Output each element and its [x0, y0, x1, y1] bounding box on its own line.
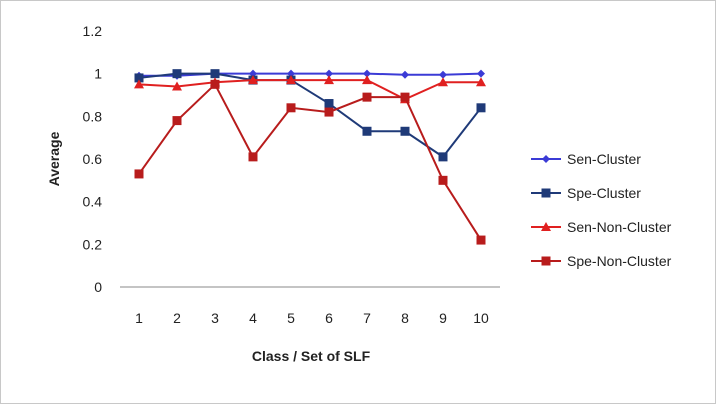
data-point: [438, 77, 448, 87]
data-point: [438, 175, 448, 185]
y-tick-label: 1.2: [83, 23, 103, 39]
legend-marker: [542, 155, 550, 163]
data-point: [438, 152, 448, 162]
x-tick-label: 4: [249, 310, 257, 326]
data-point: [400, 126, 410, 136]
data-point: [324, 99, 334, 109]
x-axis-title: Class / Set of SLF: [252, 348, 371, 364]
data-point: [286, 75, 296, 85]
data-point: [324, 75, 334, 85]
x-tick-label: 10: [473, 310, 489, 326]
x-tick-label: 5: [287, 310, 295, 326]
series-sen-cluster: [135, 69, 485, 80]
data-point: [400, 92, 410, 102]
data-point: [210, 69, 220, 79]
data-point: [362, 92, 372, 102]
data-point: [172, 69, 182, 79]
data-point: [476, 103, 486, 113]
series-spe-cluster: [134, 69, 486, 162]
data-point: [401, 70, 409, 79]
series-line: [139, 72, 482, 77]
series-line: [138, 72, 482, 159]
data-point: [362, 75, 372, 85]
x-tick-label: 7: [363, 310, 371, 326]
legend-marker: [541, 222, 551, 231]
data-point: [172, 116, 182, 126]
y-axis-title: Average: [46, 131, 62, 186]
data-point: [439, 70, 447, 79]
x-tick-label: 6: [325, 310, 333, 326]
legend-marker: [541, 256, 551, 266]
data-point: [134, 169, 144, 179]
legend-entry: Spe-Non-Cluster: [531, 253, 672, 269]
data-point: [477, 69, 485, 78]
data-point: [324, 107, 334, 117]
x-tick-label: 2: [173, 310, 181, 326]
legend-entry: Spe-Cluster: [531, 185, 641, 201]
y-tick-label: 0.4: [83, 194, 103, 210]
series-line: [138, 79, 481, 101]
series-spe-non-cluster: [134, 79, 486, 245]
legend-label: Sen-Cluster: [567, 151, 641, 167]
x-tick-label: 3: [211, 310, 219, 326]
y-tick-label: 0.2: [83, 236, 103, 252]
legend-marker: [541, 188, 551, 198]
data-point: [476, 235, 486, 245]
legend-label: Sen-Non-Cluster: [567, 219, 672, 235]
legend-label: Spe-Cluster: [567, 185, 641, 201]
data-point: [476, 77, 486, 87]
legend-entry: Sen-Cluster: [531, 151, 641, 167]
legend-label: Spe-Non-Cluster: [567, 253, 672, 269]
y-tick-label: 0: [94, 279, 102, 295]
x-tick-label: 8: [401, 310, 409, 326]
data-point: [248, 152, 258, 162]
y-tick-label: 0.8: [83, 108, 103, 124]
data-point: [172, 81, 182, 91]
series-line: [138, 82, 482, 241]
data-point: [134, 79, 144, 89]
y-tick-label: 0.6: [83, 151, 103, 167]
data-point: [325, 69, 333, 78]
x-tick-label: 1: [135, 310, 143, 326]
data-point: [363, 69, 371, 78]
data-point: [134, 73, 144, 83]
data-point: [248, 75, 258, 85]
series-sen-non-cluster: [134, 75, 486, 104]
legend-entry: Sen-Non-Cluster: [531, 219, 672, 235]
y-tick-label: 1: [94, 66, 102, 82]
data-point: [362, 126, 372, 136]
chart-axes: 0 0.2 0.4 0.6 0.8 1 1.2 1 2 3 4 5 6 7 8 9 10: [83, 23, 500, 326]
chart-legend: Sen-Cluster Spe-Cluster Sen-Non-Cluster Spe…: [531, 151, 672, 269]
chart-series: [134, 69, 486, 245]
data-point: [286, 103, 296, 113]
data-point: [210, 79, 220, 89]
x-tick-label: 9: [439, 310, 447, 326]
